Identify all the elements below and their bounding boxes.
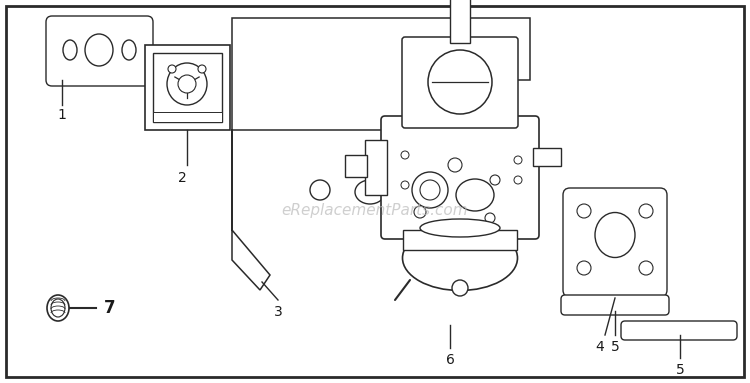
Bar bbox=[533, 148, 561, 166]
Circle shape bbox=[485, 213, 495, 223]
Circle shape bbox=[577, 261, 591, 275]
Circle shape bbox=[428, 50, 492, 114]
Circle shape bbox=[490, 175, 500, 185]
Circle shape bbox=[639, 204, 653, 218]
Polygon shape bbox=[232, 18, 530, 290]
FancyBboxPatch shape bbox=[402, 37, 518, 128]
Ellipse shape bbox=[122, 40, 136, 60]
Ellipse shape bbox=[47, 295, 69, 321]
Circle shape bbox=[401, 151, 409, 159]
Ellipse shape bbox=[63, 40, 77, 60]
Text: 3: 3 bbox=[274, 305, 282, 319]
Text: 5: 5 bbox=[610, 340, 620, 354]
Circle shape bbox=[198, 65, 206, 73]
Ellipse shape bbox=[595, 213, 635, 257]
Text: 1: 1 bbox=[58, 108, 67, 122]
Bar bbox=[345, 155, 367, 177]
Circle shape bbox=[514, 156, 522, 164]
Circle shape bbox=[410, 180, 430, 200]
Circle shape bbox=[448, 158, 462, 172]
Bar bbox=[153, 53, 222, 122]
FancyBboxPatch shape bbox=[381, 116, 539, 239]
Ellipse shape bbox=[85, 34, 113, 66]
Text: 5: 5 bbox=[676, 363, 684, 377]
FancyBboxPatch shape bbox=[46, 16, 153, 86]
Circle shape bbox=[577, 204, 591, 218]
Ellipse shape bbox=[355, 180, 385, 204]
Circle shape bbox=[420, 180, 440, 200]
FancyBboxPatch shape bbox=[621, 321, 737, 340]
Text: eReplacementParts.com: eReplacementParts.com bbox=[282, 203, 468, 218]
Circle shape bbox=[412, 172, 448, 208]
Bar bbox=[365, 140, 387, 195]
Ellipse shape bbox=[403, 226, 517, 290]
Bar bbox=[450, 0, 470, 43]
Ellipse shape bbox=[167, 63, 207, 105]
Circle shape bbox=[178, 75, 196, 93]
Bar bbox=[153, 112, 222, 122]
Circle shape bbox=[639, 261, 653, 275]
Circle shape bbox=[514, 176, 522, 184]
FancyBboxPatch shape bbox=[563, 188, 667, 297]
Ellipse shape bbox=[420, 219, 500, 237]
Text: 2: 2 bbox=[178, 171, 187, 185]
Circle shape bbox=[310, 180, 330, 200]
Bar bbox=[403, 230, 517, 250]
Ellipse shape bbox=[51, 299, 65, 317]
Circle shape bbox=[168, 65, 176, 73]
Bar bbox=[145, 45, 230, 130]
Circle shape bbox=[414, 206, 426, 218]
FancyBboxPatch shape bbox=[561, 295, 669, 315]
Text: 6: 6 bbox=[446, 353, 454, 367]
Text: 4: 4 bbox=[596, 340, 604, 354]
Text: 7: 7 bbox=[104, 299, 116, 317]
Ellipse shape bbox=[456, 179, 494, 211]
Circle shape bbox=[452, 280, 468, 296]
Circle shape bbox=[401, 181, 409, 189]
